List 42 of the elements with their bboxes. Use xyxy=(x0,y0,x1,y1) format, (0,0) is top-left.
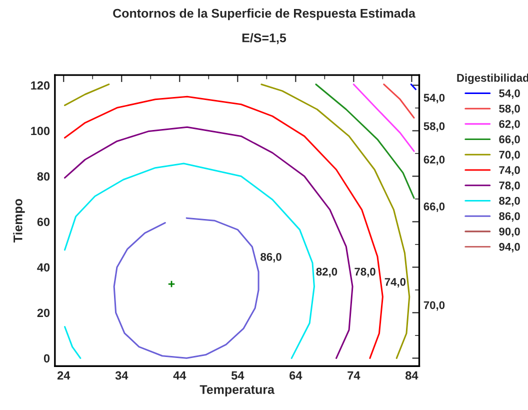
x-tick-label: 44 xyxy=(173,371,186,380)
legend-label: 82,0 xyxy=(499,196,520,206)
x-tick-label: 34 xyxy=(115,371,128,380)
text: 78,0 xyxy=(354,268,376,278)
legend-label: 74,0 xyxy=(499,166,520,176)
legend-label: 58,0 xyxy=(499,104,520,114)
line-series xyxy=(64,126,354,359)
text: 62,0 xyxy=(424,156,445,166)
line-series xyxy=(315,84,415,199)
y-axis-title: Tiempo xyxy=(13,198,25,243)
y-tick-label: 0 xyxy=(44,354,50,363)
legend-label: 86,0 xyxy=(499,212,520,222)
text: 82,0 xyxy=(316,268,338,278)
chart-subtitle: E/S=1,5 xyxy=(242,33,286,44)
y-tick-label: 100 xyxy=(31,126,50,136)
legend-label: 66,0 xyxy=(499,135,520,145)
y-tick-label: 120 xyxy=(31,81,50,90)
chart-title: Contornos de la Superficie de Respuesta Estimada xyxy=(113,8,416,20)
legend-label: 54,0 xyxy=(499,89,520,99)
x-tick-label: 24 xyxy=(57,371,70,380)
y-tick-label: 20 xyxy=(37,308,50,318)
legend-label: 78,0 xyxy=(499,182,520,191)
legend-label: 94,0 xyxy=(499,242,520,252)
text: 74,0 xyxy=(384,278,406,288)
text: 66,0 xyxy=(424,202,445,212)
legend-label: 70,0 xyxy=(499,150,520,160)
y-tick-label: 40 xyxy=(37,263,50,272)
text: 86,0 xyxy=(260,252,282,262)
x-tick-label: 54 xyxy=(231,371,244,380)
legend-label: 62,0 xyxy=(499,120,520,130)
legend-label: 90,0 xyxy=(499,228,520,238)
y-tick-label: 60 xyxy=(37,218,50,226)
text: 70,0 xyxy=(424,301,445,311)
text: 58,0 xyxy=(424,122,445,132)
text: 54,0 xyxy=(424,94,445,104)
line-series xyxy=(113,217,260,359)
x-tick-label: 64 xyxy=(290,371,302,380)
line-series xyxy=(352,84,415,152)
x-tick-label: 74 xyxy=(348,371,360,380)
x-axis-title: Temperatura xyxy=(200,385,275,396)
x-tick-label: 84 xyxy=(406,371,418,380)
y-tick-label: 80 xyxy=(37,172,50,181)
